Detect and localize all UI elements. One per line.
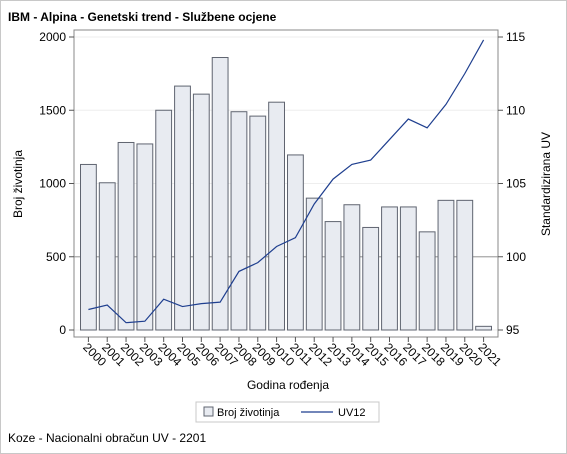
- bar-2009: [249, 115, 267, 331]
- bar-2006: [192, 93, 210, 331]
- bar-2011: [287, 154, 304, 331]
- y2-tick-label: 110: [506, 103, 525, 117]
- bar-2019: [437, 199, 455, 331]
- chart-title: IBM - Alpina - Genetski trend - Službene…: [8, 10, 277, 24]
- legend-label-line: UV12: [338, 407, 366, 419]
- x-axis: 2000200120022003200420052006200720082009…: [80, 337, 504, 369]
- legend-label-bars: Broj životinja: [217, 407, 280, 419]
- y-tick-label: 2000: [39, 30, 66, 44]
- y-axis-label: Broj životinja: [11, 150, 25, 218]
- y2-axis-label: Standardizirana UV: [539, 132, 553, 236]
- bar-2005: [174, 85, 191, 331]
- bar-2016: [381, 206, 398, 331]
- bar-2001: [98, 182, 116, 331]
- bar-2015: [362, 226, 380, 331]
- legend: Broj životinja UV12: [195, 401, 380, 423]
- y-tick-label: 0: [59, 323, 66, 337]
- y2-tick-label: 100: [506, 250, 526, 264]
- x-axis-label: Godina rođenja: [247, 378, 329, 392]
- line-uv12: [88, 39, 485, 324]
- bar-2020: [456, 199, 474, 331]
- bar-2007: [211, 57, 229, 331]
- y2-tick-label: 95: [506, 323, 520, 337]
- bar-2021: [475, 325, 492, 331]
- bar-2002: [117, 141, 135, 331]
- bar-2013: [324, 221, 342, 331]
- y-tick-label: 1000: [39, 177, 66, 191]
- bar-2014: [343, 204, 361, 331]
- bar-2000: [80, 163, 97, 331]
- legend-swatch-bars: [203, 406, 214, 417]
- y2-tick-label: 115: [506, 30, 525, 44]
- y-axis-right: 95 100 105 110 115: [498, 30, 526, 337]
- bar-2010: [268, 101, 285, 331]
- line-series-layer: [88, 39, 485, 324]
- y2-tick-label: 105: [506, 177, 526, 191]
- y-tick-label: 1500: [39, 103, 66, 117]
- bar-2017: [399, 206, 417, 331]
- y-axis-left: 0 500 1000 1500 2000: [39, 30, 74, 337]
- bar-2008: [230, 111, 248, 331]
- footnote: Koze - Nacionalni obračun UV - 2201: [8, 431, 207, 445]
- y-tick-label: 500: [46, 250, 66, 264]
- bar-2003: [136, 143, 154, 331]
- bar-2004: [155, 109, 173, 331]
- bar-2018: [418, 231, 436, 331]
- legend-box: [195, 401, 380, 423]
- bar-2012: [305, 197, 323, 331]
- bar-series-layer: [80, 57, 492, 331]
